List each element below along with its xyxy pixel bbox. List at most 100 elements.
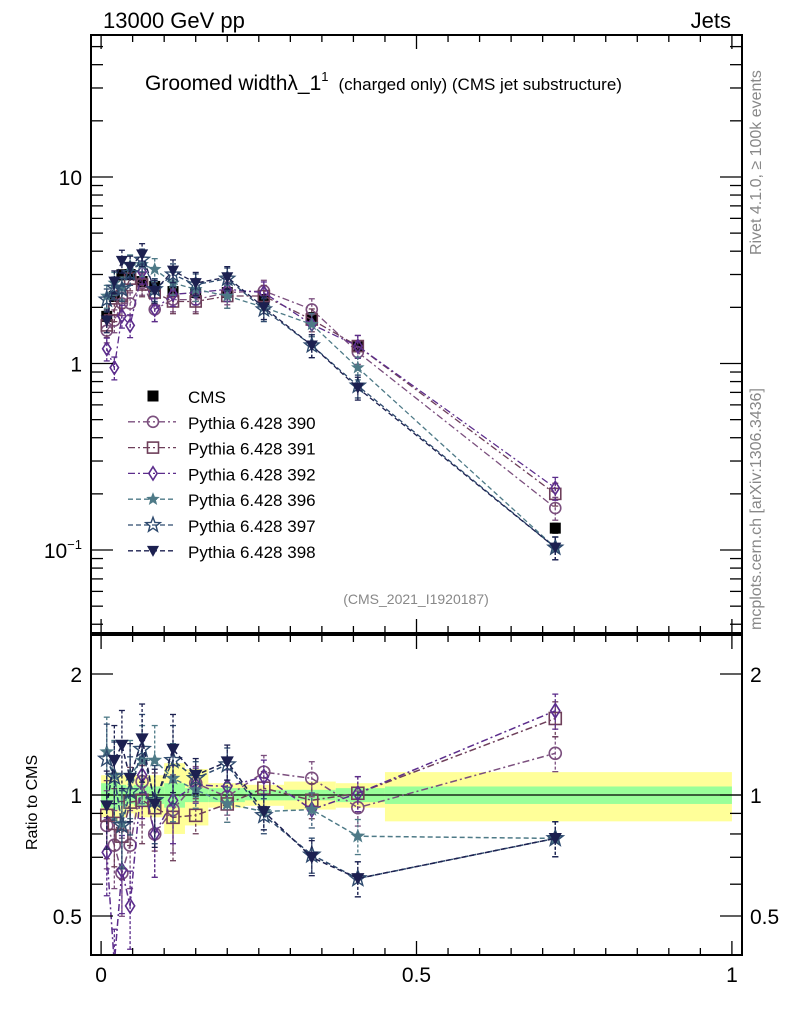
y-tick-label-base: 1	[70, 353, 82, 376]
data-point	[136, 249, 149, 261]
header-process-label: Jets	[691, 8, 731, 33]
data-point	[352, 337, 363, 355]
series-line	[106, 277, 556, 495]
plot-frame	[90, 34, 743, 634]
legend-item: Pythia 6.428 398	[128, 543, 316, 562]
data-point	[108, 290, 120, 302]
data-point	[166, 265, 180, 277]
rivet-version-label: Rivet 4.1.0, ≥ 100k events	[748, 70, 765, 255]
ratio-y-axis-label: Ratio to CMS	[24, 755, 41, 850]
data-point	[220, 288, 235, 302]
series-pythia-6-428-398	[100, 243, 562, 561]
data-point	[100, 315, 113, 327]
data-point	[167, 286, 179, 303]
legend-label: Pythia 6.428 390	[188, 414, 316, 433]
mcplots-label: mcplots.cern.ch [arXiv:1306.3436]	[748, 388, 765, 630]
ratio-point	[167, 791, 179, 810]
legend-item: Pythia 6.428 391	[128, 440, 316, 459]
legend-label: Pythia 6.428 398	[188, 543, 316, 562]
data-point	[148, 285, 161, 297]
legend-label: Pythia 6.428 392	[188, 465, 316, 484]
data-point	[115, 280, 129, 294]
plot-title-symbol: λ_1	[287, 72, 321, 95]
legend-label: CMS	[188, 388, 226, 407]
legend-item: CMS	[147, 388, 226, 407]
legend-marker	[146, 415, 160, 429]
data-point	[221, 272, 234, 284]
data-point	[109, 359, 120, 376]
ratio-point	[166, 743, 180, 756]
ratio-uncertainty-band	[91, 763, 742, 834]
ratio-line	[106, 710, 556, 955]
y-tick-label: 1	[70, 353, 82, 376]
ratio-point	[100, 800, 114, 813]
data-point	[136, 263, 148, 280]
ratio-point	[258, 768, 270, 786]
ratio-axes: 2 2 1 1 0.5 0.5 0 0.5 1	[53, 634, 779, 987]
plot-title: Groomed widthλ_11 (charged only) (CMS jet…	[145, 69, 622, 95]
ratio-y-tick-label-right: 2	[750, 664, 762, 687]
ratio-y-tick-label-left: 1	[70, 785, 82, 808]
legend-marker	[143, 515, 163, 533]
data-point	[149, 301, 160, 318]
data-point	[305, 317, 319, 331]
plot-title-main: Groomed width	[145, 72, 287, 95]
plot-title-rest: (charged only) (CMS jet substructure)	[339, 75, 622, 94]
series-line	[106, 281, 556, 509]
ratio-point	[148, 798, 162, 811]
ratio-point	[110, 957, 119, 971]
ratio-series-pythia-6-428-398	[100, 703, 562, 898]
data-point	[116, 269, 128, 281]
data-point	[257, 302, 270, 314]
series-line	[106, 258, 556, 549]
ratio-point	[185, 768, 206, 787]
legend-item: Pythia 6.428 392	[128, 465, 316, 484]
legend-label: Pythia 6.428 391	[188, 440, 316, 459]
data-point	[124, 317, 136, 334]
ratio-y-tick-label-left: 0.5	[53, 906, 82, 929]
plot-title-sup: 1	[321, 69, 328, 84]
legend-marker	[146, 441, 160, 454]
x-tick-label: 0	[95, 964, 107, 987]
data-point	[548, 501, 562, 515]
ratio-plot-area	[96, 693, 566, 971]
data-point	[108, 276, 121, 288]
ratio-y-tick-label-right: 1	[750, 785, 762, 808]
data-point	[112, 279, 132, 298]
data-point	[97, 289, 117, 308]
legend: CMS Pythia 6.428 390 Pythia 6.428 391 Pythi…	[128, 388, 316, 562]
legend-label: Pythia 6.428 397	[188, 517, 316, 536]
legend-item: Pythia 6.428 390	[128, 414, 316, 433]
legend-marker	[146, 492, 160, 505]
ratio-point	[101, 843, 113, 862]
ratio-y-tick-label-left: 2	[70, 664, 82, 687]
ratio-point	[352, 784, 364, 802]
data-point	[115, 255, 128, 267]
ratio-point	[104, 766, 125, 786]
legend-marker	[146, 545, 160, 557]
legend-label: Pythia 6.428 396	[188, 491, 316, 510]
data-point	[351, 382, 364, 394]
data-point	[124, 261, 137, 273]
data-point	[550, 479, 561, 497]
data-point	[549, 542, 562, 554]
analysis-id-label: (CMS_2021_I1920187)	[343, 591, 489, 607]
series-pythia-6-428-390	[100, 271, 562, 521]
y-tick-label: 10−1	[44, 537, 82, 563]
ratio-point	[123, 772, 137, 785]
ratio-point	[350, 828, 366, 843]
ratio-point	[115, 739, 129, 752]
data-point	[116, 307, 128, 324]
ratio-point	[219, 796, 235, 811]
ratio-point	[163, 749, 183, 769]
ratio-point	[116, 861, 128, 879]
data-point	[305, 340, 318, 352]
ratio-y-tick-label-right: 0.5	[750, 906, 779, 929]
data-point	[101, 340, 112, 357]
header-energy-label: 13000 GeV pp	[103, 8, 245, 33]
y-tick-label-exponent: −1	[67, 537, 82, 552]
ratio-point	[257, 806, 271, 819]
ratio-point	[351, 873, 365, 886]
